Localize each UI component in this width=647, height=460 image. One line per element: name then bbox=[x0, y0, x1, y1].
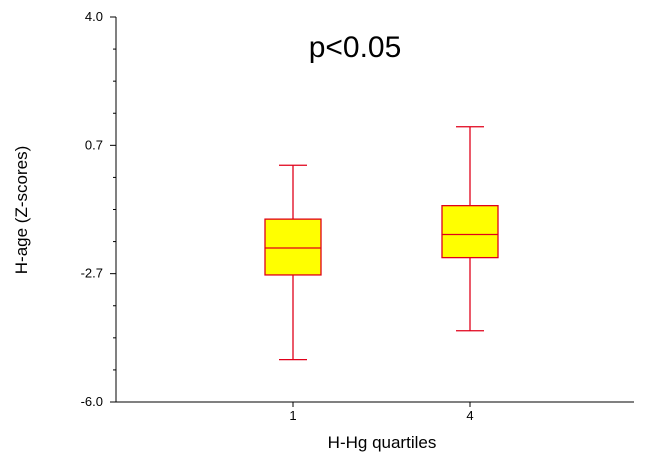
y-axis-ticks: 4.0 0.7 -2.7 -6.0 bbox=[81, 9, 116, 409]
y-tick-label: -6.0 bbox=[81, 394, 103, 409]
y-tick-label: 0.7 bbox=[85, 137, 103, 152]
boxes-group bbox=[264, 126, 499, 361]
y-tick-label: 4.0 bbox=[85, 9, 103, 24]
p-value-annotation: p<0.05 bbox=[309, 31, 402, 64]
interquartile-box bbox=[441, 204, 499, 259]
interquartile-box bbox=[264, 218, 322, 276]
y-axis-title: H-age (Z-scores) bbox=[12, 146, 31, 274]
x-axis-title: H-Hg quartiles bbox=[328, 433, 437, 452]
box-1 bbox=[264, 164, 322, 361]
y-tick-label: -2.7 bbox=[81, 266, 103, 281]
box-4 bbox=[441, 126, 499, 332]
x-tick-label: 1 bbox=[289, 408, 296, 423]
x-tick-label: 4 bbox=[466, 408, 473, 423]
